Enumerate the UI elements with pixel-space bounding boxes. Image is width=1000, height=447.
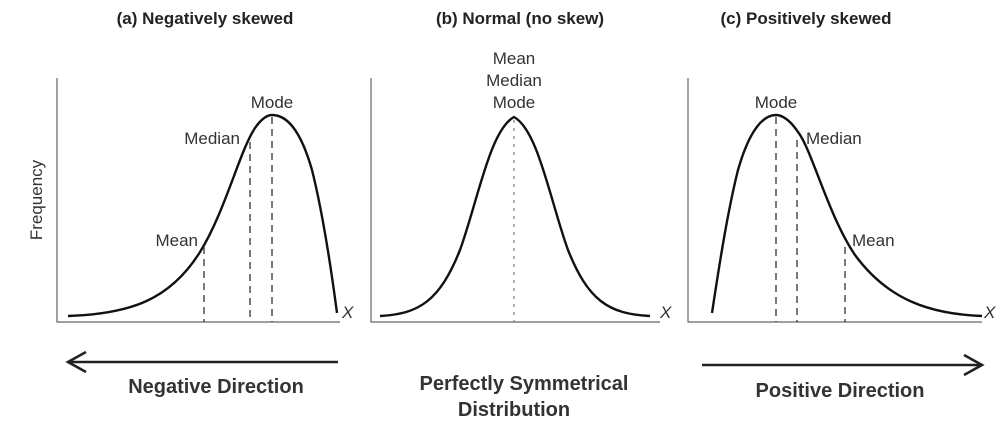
panel-b-mode-label: Mode (493, 93, 536, 112)
panel-c-x-label: X (983, 303, 996, 322)
panel-a-axes (56, 78, 340, 323)
panel-b-x-label: X (659, 303, 672, 322)
panel-a-curve (67, 113, 339, 318)
positive-direction-arrow (702, 353, 985, 377)
panel-a-median-label: Median (184, 129, 240, 148)
y-axis-label: Frequency (27, 159, 46, 240)
panel-c-title: (c) Positively skewed (720, 9, 891, 28)
panel-c-mean-label: Mean (852, 231, 895, 250)
positive-direction-caption: Positive Direction (756, 380, 925, 402)
panel-c-median-label: Median (806, 129, 862, 148)
panel-b-median-label: Median (486, 71, 542, 90)
symmetric-caption-line1: Perfectly Symmetrical (419, 373, 628, 395)
negative-direction-caption: Negative Direction (128, 376, 304, 398)
panel-a-mode-label: Mode (251, 93, 294, 112)
panel-positive-skew: (c) Positively skewed Mode Median Mean X (687, 9, 996, 323)
panel-a-mean-label: Mean (155, 231, 198, 250)
panel-b-curve (379, 115, 651, 318)
panel-c-axes (687, 78, 982, 323)
panel-a-title: (a) Negatively skewed (117, 9, 294, 28)
panel-c-mode-label: Mode (755, 93, 798, 112)
panel-b-mean-label: Mean (493, 49, 536, 68)
panel-negative-skew: (a) Negatively skewed Frequency Mode Med… (27, 9, 354, 323)
symmetric-caption-line2: Distribution (458, 399, 570, 421)
negative-direction-arrow (65, 350, 338, 374)
panel-b-title: (b) Normal (no skew) (436, 9, 604, 28)
panel-normal: (b) Normal (no skew) Mean Median Mode X (370, 9, 672, 323)
panel-c-curve (710, 113, 983, 318)
panel-a-x-label: X (341, 303, 354, 322)
panel-b-axes (370, 78, 660, 323)
